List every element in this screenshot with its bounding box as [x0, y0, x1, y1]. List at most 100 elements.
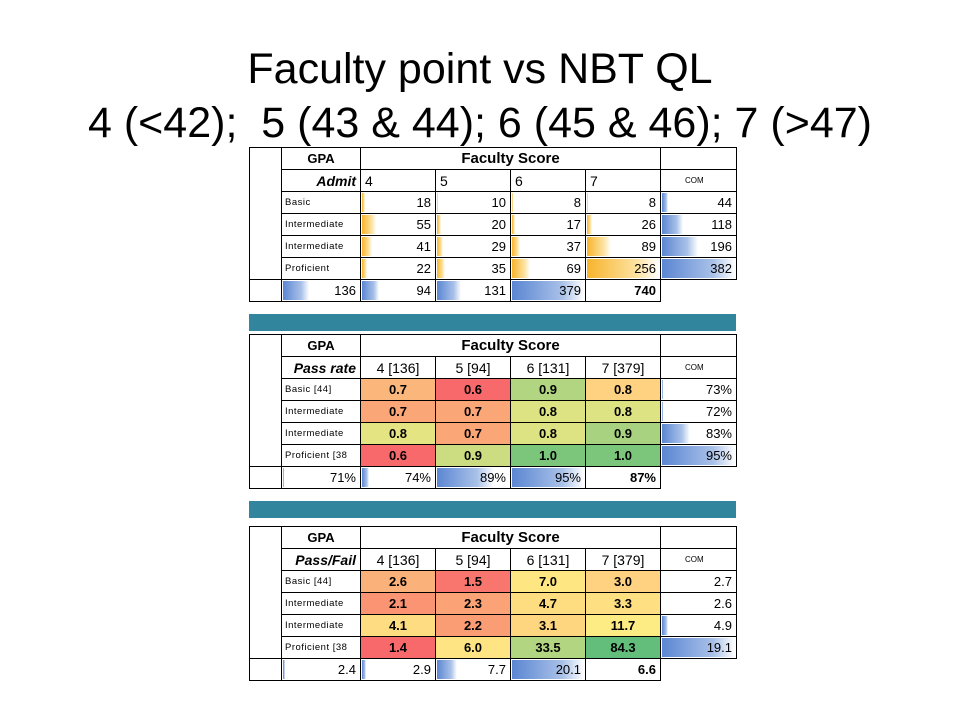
data-bar: [362, 259, 367, 278]
cell-value: 89: [641, 239, 656, 254]
cell-value: 20: [491, 217, 506, 232]
cell-value: 44: [717, 195, 732, 210]
column-header: 6 [131]: [510, 356, 586, 379]
heat-cell: 2.6: [360, 570, 436, 593]
cell-value: 2.9: [412, 662, 431, 677]
data-table: NBT QL LEVELGPAFaculty ScoreAdmit4567COM…: [249, 147, 737, 302]
cell-value: 41: [416, 239, 431, 254]
total-cell: 131: [435, 279, 511, 302]
total-cell: 89%: [435, 466, 511, 489]
heat-cell: 4.1: [360, 614, 436, 637]
total-cell: 71%: [281, 466, 361, 489]
data-bar: [662, 215, 684, 234]
column-header: 7: [585, 169, 661, 192]
cell-value: 83%: [705, 426, 732, 441]
side-label-cell: NBT QL LEVEL: [249, 526, 282, 659]
data-bar: [662, 193, 669, 212]
com-cell: 44: [660, 191, 737, 214]
cell-value: 26: [641, 217, 656, 232]
total-cell: 94: [360, 279, 436, 302]
com-cell: 83%: [660, 422, 737, 445]
com-cell: 2.6: [660, 592, 737, 615]
heat-cell: 0.9: [510, 378, 586, 401]
table-row: Intermediate 0.7 0.7 0.8 0.8 72%: [250, 400, 737, 423]
data-bar: [437, 193, 438, 212]
gpa-header: GPA: [281, 147, 361, 170]
subheader-row: Admit 4 5 6 7 COM: [250, 169, 737, 192]
totals-row: 136 94 131 379 740: [249, 279, 737, 302]
total-cell: 379: [510, 279, 586, 302]
heat-cell: 0.6: [435, 378, 511, 401]
cell-value: 18: [416, 195, 431, 210]
data-bar: [283, 468, 285, 487]
data-bar: [662, 424, 690, 443]
cell-value: 256: [634, 261, 656, 276]
divider-band: [249, 314, 736, 331]
subheader-label: Pass rate: [281, 356, 361, 379]
row-label: Proficient [38: [281, 636, 361, 659]
admit-table: NBT QL LEVELGPAFaculty ScoreAdmit4567COM…: [249, 147, 737, 302]
grand-total-cell: 740: [585, 279, 661, 302]
empty-header: [660, 526, 737, 549]
cell-value: 19.1: [706, 640, 732, 655]
cell-value: 8: [573, 195, 581, 210]
data-cell: 22: [360, 257, 436, 280]
com-cell: 72%: [660, 400, 737, 423]
column-header: 7 [379]: [585, 356, 661, 379]
column-header: 5: [435, 169, 511, 192]
data-cell: 8: [510, 191, 586, 214]
data-bar: [437, 215, 441, 234]
com-cell: 2.7: [660, 570, 737, 593]
header-row: NBT QL LEVELGPAFaculty Score: [249, 334, 737, 467]
header-row: NBT QL LEVELGPAFaculty Score: [249, 526, 737, 659]
data-bar: [283, 281, 310, 300]
data-cell: 17: [510, 213, 586, 236]
row-label: Basic [44]: [281, 570, 361, 593]
cell-value: 95%: [705, 448, 732, 463]
table-row: Intermediate 41 29 37 89 196: [250, 235, 737, 258]
header-row: NBT QL LEVELGPAFaculty Score: [249, 147, 737, 280]
heat-cell: 33.5: [510, 636, 586, 659]
total-cell: 7.7: [435, 658, 511, 681]
com-header: COM: [660, 169, 737, 192]
row-label: Proficient: [281, 257, 361, 280]
table-row: Intermediate 2.1 2.3 4.7 3.3 2.6: [250, 592, 737, 615]
gpa-header: GPA: [281, 526, 361, 549]
row-label: Proficient [38: [281, 444, 361, 467]
data-cell: 10: [435, 191, 511, 214]
com-header: COM: [660, 548, 737, 571]
heat-cell: 0.7: [360, 400, 436, 423]
cell-value: 89%: [479, 470, 506, 485]
cell-value: 17: [566, 217, 581, 232]
row-label: Basic [44]: [281, 378, 361, 401]
heat-cell: 6.0: [435, 636, 511, 659]
cell-value: 2.4: [337, 662, 356, 677]
grand-total-cell: 6.6: [585, 658, 661, 681]
side-label-cell: NBT QL LEVEL: [249, 334, 282, 467]
table-row: Basic 18 10 8 8 44: [250, 191, 737, 214]
subheader-row: Pass/Fail 4 [136] 5 [94] 6 [131] 7 [379] COM: [250, 548, 737, 571]
heat-cell: 3.3: [585, 592, 661, 615]
faculty-score-header: Faculty Score: [360, 526, 661, 549]
heat-cell: 3.1: [510, 614, 586, 637]
row-label: Intermediate: [281, 235, 361, 258]
column-header: 6 [131]: [510, 548, 586, 571]
table-row: Proficient [38 1.4 6.0 33.5 84.3 19.1: [250, 636, 737, 659]
data-bar: [362, 660, 366, 679]
slide-subtitle: 4 (<42); 5 (43 & 44); 6 (45 & 46); 7 (>4…: [88, 99, 872, 147]
heat-cell: 3.0: [585, 570, 661, 593]
heat-cell: 0.7: [435, 422, 511, 445]
data-cell: 18: [360, 191, 436, 214]
heat-cell: 1.5: [435, 570, 511, 593]
heat-cell: 0.8: [510, 400, 586, 423]
com-cell: 382: [660, 257, 737, 280]
data-bar: [437, 281, 461, 300]
cell-value: 72%: [705, 404, 732, 419]
divider-band: [249, 501, 736, 518]
grand-total-cell: 87%: [585, 466, 661, 489]
data-cell: 26: [585, 213, 661, 236]
cell-value: 10: [491, 195, 506, 210]
cell-value: 71%: [329, 470, 356, 485]
